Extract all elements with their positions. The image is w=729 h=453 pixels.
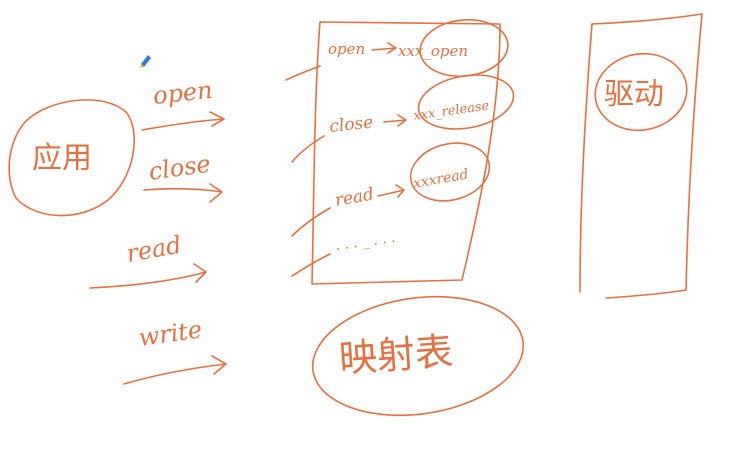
driver-top-border — [591, 13, 703, 25]
driver-bottom-border — [605, 289, 687, 299]
app-node: 应用 — [8, 99, 136, 217]
row-read-arrow — [377, 184, 405, 198]
driver-label: 驱动 — [604, 77, 664, 112]
row-read-circle — [409, 142, 491, 202]
call-label-write: write — [137, 315, 204, 352]
mapping-label: 映射表 — [338, 329, 455, 381]
driver-right-border — [685, 13, 703, 291]
arrow-write — [123, 355, 227, 385]
driver-block: 驱动 — [579, 13, 703, 299]
arrow-to-row-read — [291, 207, 331, 237]
call-read: read — [89, 231, 207, 289]
row-open-target: xxx_open — [398, 42, 468, 60]
call-label-read: read — [124, 231, 183, 268]
call-open: open — [141, 76, 225, 131]
arrow-read — [89, 263, 207, 289]
row-open-arrow — [371, 42, 397, 54]
row-read-target: xxxread — [412, 166, 470, 191]
call-close: close — [143, 150, 223, 203]
app-label: 应用 — [32, 141, 92, 176]
row-close-circle — [417, 74, 515, 130]
call-write: write — [123, 315, 227, 385]
driver-left-border — [579, 23, 593, 293]
mapping-table-border — [311, 21, 501, 285]
app-circle — [8, 99, 136, 217]
arrow-open — [141, 111, 225, 131]
mapping-table: open xxx_open close xxx_release read xxx… — [285, 18, 525, 417]
row-close-arrow — [383, 114, 407, 127]
arrow-to-row-close — [291, 135, 325, 163]
pen-cursor-icon — [140, 55, 151, 68]
call-label-open: open — [152, 76, 214, 110]
row-more-ellipsis: . . . _ . . . — [334, 230, 396, 254]
driver-label-circle — [594, 52, 688, 132]
row-open-call: open — [328, 40, 365, 58]
arrow-close — [143, 183, 223, 203]
row-close-call: close — [328, 112, 374, 136]
row-read-call: read — [333, 184, 375, 211]
arrow-to-row-more — [291, 253, 331, 277]
call-label-close: close — [147, 150, 212, 186]
arrow-to-row-open — [285, 65, 321, 81]
mapping-label-circle — [311, 295, 525, 417]
